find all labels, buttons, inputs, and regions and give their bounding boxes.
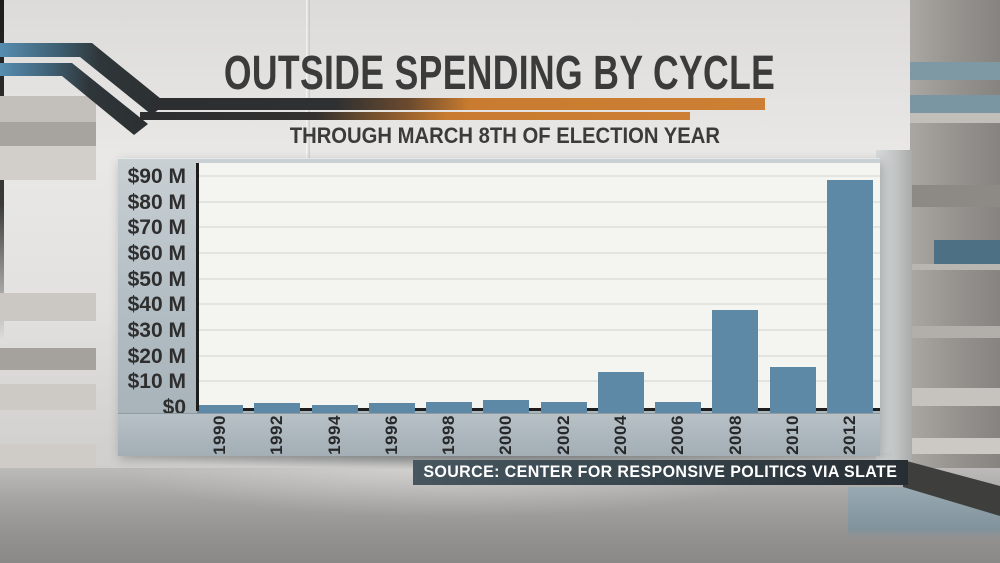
gridline [196, 226, 880, 229]
x-tick-1996: 1996 [370, 414, 414, 456]
x-tick-label: 1998 [439, 415, 459, 455]
x-axis-band: 1990 1992 1994 1996 1998 2000 2002 2004 2006 2008… [118, 413, 880, 456]
gridline [196, 200, 880, 203]
gridline [196, 277, 880, 280]
pillar-stripe [0, 146, 96, 180]
bar-2010 [769, 366, 816, 413]
x-tick-label: 2008 [725, 415, 745, 455]
y-tick-label: $90 M [127, 164, 186, 188]
bar-1998 [426, 402, 473, 413]
pillar-stripe [910, 438, 1000, 454]
page-title: OUTSIDE SPENDING BY CYCLE [0, 46, 1000, 101]
gridline [196, 354, 880, 357]
orange-divider-main [150, 98, 765, 110]
pillar-stripe-blue [910, 95, 1000, 113]
y-tick-label: $70 M [127, 216, 186, 240]
y-axis-line [196, 163, 199, 411]
bar-2006 [655, 402, 702, 413]
pillar-stripe [0, 348, 96, 370]
x-tick-label: 1992 [267, 415, 287, 455]
x-tick-2010: 2010 [771, 414, 815, 456]
gridline [196, 380, 880, 383]
y-tick-label: $40 M [127, 293, 186, 317]
pillar-stripe [910, 264, 1000, 270]
x-tick-label: 2006 [668, 415, 688, 455]
y-tick-label: $20 M [127, 344, 186, 368]
floor-blue-panel [848, 487, 1000, 539]
wall-seam-line [306, 0, 310, 158]
y-tick-label: $30 M [127, 318, 186, 342]
x-tick-label: 2002 [553, 415, 573, 455]
x-tick-1990: 1990 [198, 414, 242, 456]
x-tick-label: 2012 [839, 415, 859, 455]
pillar-stripe [910, 388, 1000, 406]
y-tick-label: $10 M [127, 370, 186, 394]
bar-chart-panel: $90 M $80 M $70 M $60 M $50 M $40 M $30 M $20 M… [118, 158, 880, 456]
pillar-stripe [910, 185, 1000, 207]
x-axis-baseline [196, 408, 880, 411]
bar-2008 [712, 310, 759, 413]
x-tick-2000: 2000 [484, 414, 528, 456]
bar-2012 [826, 179, 873, 413]
bar-1990 [197, 404, 243, 413]
gridline [196, 174, 880, 177]
x-tick-2004: 2004 [599, 414, 643, 456]
x-tick-2008: 2008 [713, 414, 757, 456]
studio-left-pillar [0, 88, 96, 508]
y-axis-labels: $90 M $80 M $70 M $60 M $50 M $40 M $30 M $20 M… [118, 163, 188, 418]
gridline [196, 251, 880, 254]
pillar-stripe [910, 326, 1000, 338]
bar-1994 [311, 405, 358, 413]
studio-right-pillar [910, 0, 1000, 475]
pillar-stripe [910, 113, 1000, 123]
bar-2000 [483, 399, 530, 413]
bar-1992 [254, 402, 301, 413]
pillar-stripe [0, 293, 96, 321]
source-bar: SOURCE: CENTER FOR RESPONSIVE POLITICS V… [413, 460, 908, 485]
bar-2002 [540, 402, 587, 413]
x-tick-label: 1996 [381, 415, 401, 455]
x-tick-label: 2004 [610, 415, 630, 455]
x-tick-1998: 1998 [427, 414, 471, 456]
x-tick-label: 1994 [324, 415, 344, 455]
x-tick-1994: 1994 [313, 414, 357, 456]
page-title-text: OUTSIDE SPENDING BY CYCLE [224, 47, 776, 100]
chart-plot-area [196, 163, 880, 413]
y-tick-label: $80 M [127, 190, 186, 214]
pillar-stripe-blue [910, 62, 1000, 80]
x-tick-label: 2000 [496, 415, 516, 455]
gridline [196, 303, 880, 306]
pillar-stripe [0, 384, 96, 410]
y-tick-label: $50 M [127, 267, 186, 291]
x-tick-2002: 2002 [542, 414, 586, 456]
x-tick-2006: 2006 [656, 414, 700, 456]
bar-2004 [597, 372, 644, 413]
x-tick-label: 1990 [209, 415, 229, 455]
page-subtitle-text: THROUGH MARCH 8TH OF ELECTION YEAR [289, 123, 721, 148]
wall-corner-highlight [876, 150, 912, 475]
x-tick-2012: 2012 [828, 414, 872, 456]
y-tick-label: $60 M [127, 241, 186, 265]
pillar-stripe [0, 444, 96, 468]
source-bar-text: SOURCE: CENTER FOR RESPONSIVE POLITICS V… [423, 463, 898, 481]
x-tick-1992: 1992 [255, 414, 299, 456]
page-subtitle: THROUGH MARCH 8TH OF ELECTION YEAR [0, 123, 1000, 149]
pillar-stripe-blue [934, 240, 1000, 264]
gridline [196, 329, 880, 331]
x-tick-label: 2010 [782, 415, 802, 455]
orange-divider-secondary [140, 112, 690, 120]
bar-1996 [368, 402, 415, 413]
